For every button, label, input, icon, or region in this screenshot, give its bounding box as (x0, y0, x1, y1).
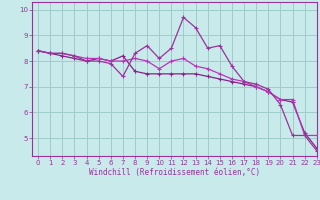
X-axis label: Windchill (Refroidissement éolien,°C): Windchill (Refroidissement éolien,°C) (89, 168, 260, 177)
